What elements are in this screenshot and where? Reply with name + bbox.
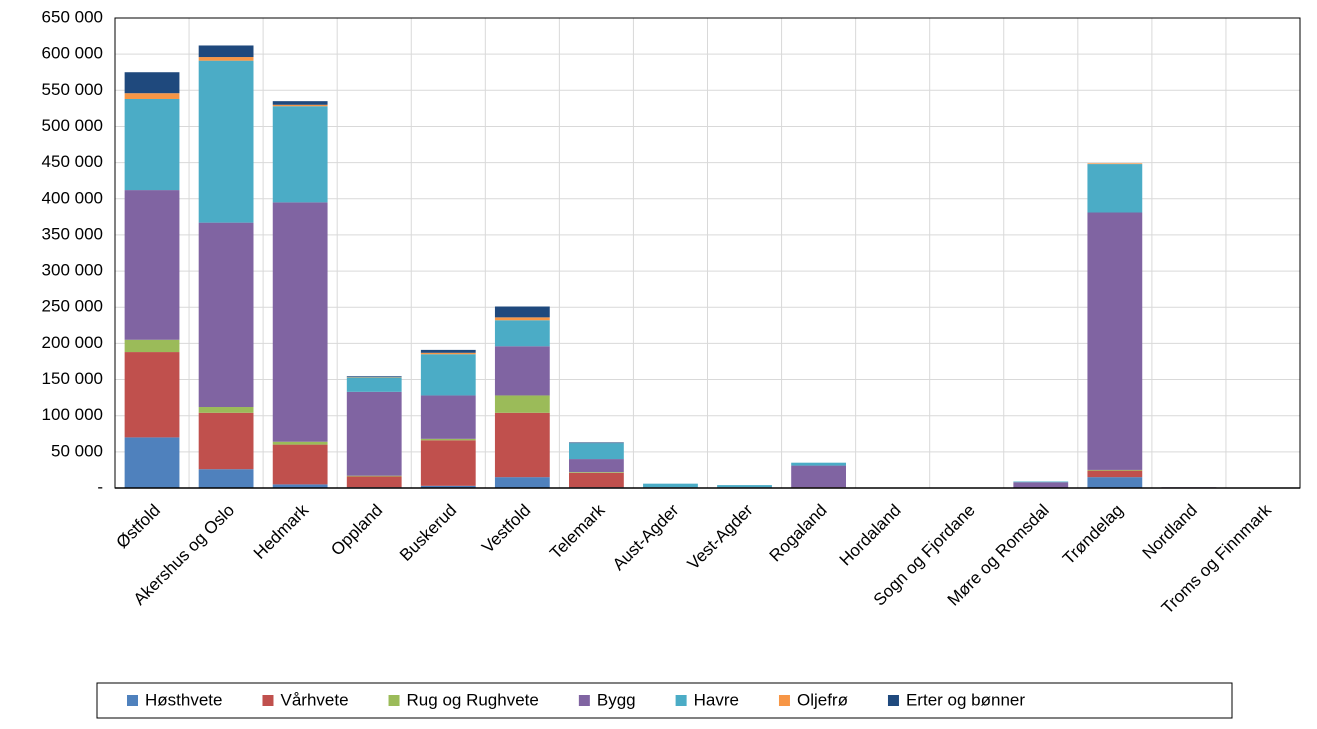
bar-segment bbox=[199, 45, 254, 57]
bar-segment bbox=[717, 485, 772, 487]
legend-swatch bbox=[262, 695, 273, 706]
x-tick-label: Buskerud bbox=[396, 501, 460, 565]
legend-swatch bbox=[779, 695, 790, 706]
legend-label: Erter og bønner bbox=[906, 690, 1025, 709]
x-tick-label: Østfold bbox=[113, 501, 165, 553]
bar-segment bbox=[125, 72, 180, 93]
bar-segment bbox=[569, 472, 624, 473]
y-tick-label: 400 000 bbox=[42, 188, 103, 207]
bar-segment bbox=[199, 61, 254, 223]
bar-segment bbox=[1087, 164, 1142, 212]
bar-segment bbox=[421, 395, 476, 438]
bar-segment bbox=[495, 320, 550, 346]
x-tick-label: Oppland bbox=[327, 501, 386, 560]
y-tick-label: 200 000 bbox=[42, 333, 103, 352]
bar-segment bbox=[495, 477, 550, 488]
legend-label: Høsthvete bbox=[145, 690, 222, 709]
bar-segment bbox=[421, 354, 476, 395]
bar-segment bbox=[495, 307, 550, 318]
bar-segment bbox=[347, 377, 402, 391]
legend-label: Vårhvete bbox=[280, 690, 348, 709]
legend-label: Bygg bbox=[597, 690, 636, 709]
bar-segment bbox=[347, 392, 402, 476]
bar-segment bbox=[1013, 482, 1068, 488]
legend-label: Rug og Rughvete bbox=[407, 690, 539, 709]
x-tick-label: Trøndelag bbox=[1059, 501, 1127, 569]
bar-segment bbox=[495, 317, 550, 320]
y-tick-label: 550 000 bbox=[42, 80, 103, 99]
bar-segment bbox=[199, 57, 254, 61]
x-tick-label: Aust-Agder bbox=[609, 500, 683, 574]
x-tick-label: Hedmark bbox=[250, 500, 313, 563]
legend-swatch bbox=[389, 695, 400, 706]
legend-swatch bbox=[888, 695, 899, 706]
y-tick-label: 100 000 bbox=[42, 405, 103, 424]
bar-segment bbox=[569, 443, 624, 459]
x-tick-label: Nordland bbox=[1139, 501, 1201, 563]
bar-segment bbox=[273, 106, 328, 202]
bar-segment bbox=[273, 445, 328, 485]
bar-segment bbox=[1087, 471, 1142, 478]
bar-segment bbox=[791, 466, 846, 488]
x-tick-label: Vestfold bbox=[478, 501, 534, 557]
bar-segment bbox=[125, 190, 180, 340]
x-tick-label: Telemark bbox=[546, 500, 609, 563]
y-tick-label: 150 000 bbox=[42, 369, 103, 388]
y-tick-label: - bbox=[97, 477, 103, 496]
bar-segment bbox=[421, 439, 476, 440]
bar-segment bbox=[125, 437, 180, 488]
y-tick-label: 500 000 bbox=[42, 116, 103, 135]
bar-segment bbox=[569, 459, 624, 472]
bar-segment bbox=[421, 350, 476, 353]
legend: Høsthvete Vårhvete Rug og Rughvete Bygg Havr… bbox=[97, 683, 1232, 718]
legend-swatch bbox=[127, 695, 138, 706]
bar-segment bbox=[199, 407, 254, 413]
legend-swatch bbox=[676, 695, 687, 706]
y-tick-label: 600 000 bbox=[42, 44, 103, 63]
bar-segment bbox=[495, 346, 550, 395]
y-tick-label: 50 000 bbox=[51, 441, 103, 460]
bar-segment bbox=[125, 99, 180, 190]
bar-segment bbox=[495, 395, 550, 412]
x-tick-label: Hordaland bbox=[836, 501, 905, 570]
bar-segment bbox=[495, 413, 550, 477]
bar-segment bbox=[273, 101, 328, 105]
bar-segment bbox=[125, 352, 180, 437]
legend-label: Havre bbox=[694, 690, 739, 709]
bar-segment bbox=[273, 105, 328, 106]
bar-segment bbox=[1087, 163, 1142, 164]
bar-segment bbox=[199, 223, 254, 407]
bar-segment bbox=[421, 353, 476, 354]
bar-segment bbox=[643, 484, 698, 488]
legend-label: Oljefrø bbox=[797, 690, 848, 709]
y-tick-label: 650 000 bbox=[42, 7, 103, 26]
bar-segment bbox=[1087, 477, 1142, 488]
x-tick-label: Vest-Agder bbox=[684, 500, 757, 573]
bar-segment bbox=[569, 473, 624, 487]
bar-segment bbox=[273, 442, 328, 445]
bar-segment bbox=[125, 93, 180, 99]
bar-segment bbox=[421, 440, 476, 486]
bar-segment bbox=[1087, 470, 1142, 471]
bar-segment bbox=[1013, 481, 1068, 482]
bar-segment bbox=[569, 442, 624, 443]
y-tick-label: 300 000 bbox=[42, 261, 103, 280]
bar-segment bbox=[273, 202, 328, 441]
bar-segment bbox=[347, 376, 402, 377]
y-tick-label: 450 000 bbox=[42, 152, 103, 171]
bar-segment bbox=[347, 476, 402, 477]
bar-segment bbox=[1087, 213, 1142, 470]
legend-swatch bbox=[579, 695, 590, 706]
bar-segment bbox=[199, 413, 254, 469]
y-tick-label: 350 000 bbox=[42, 224, 103, 243]
bar-segment bbox=[791, 463, 846, 466]
bar-segment bbox=[125, 340, 180, 352]
y-tick-label: 250 000 bbox=[42, 297, 103, 316]
bar-segment bbox=[199, 469, 254, 488]
bar-segment bbox=[347, 476, 402, 487]
x-tick-label: Rogaland bbox=[766, 501, 831, 566]
